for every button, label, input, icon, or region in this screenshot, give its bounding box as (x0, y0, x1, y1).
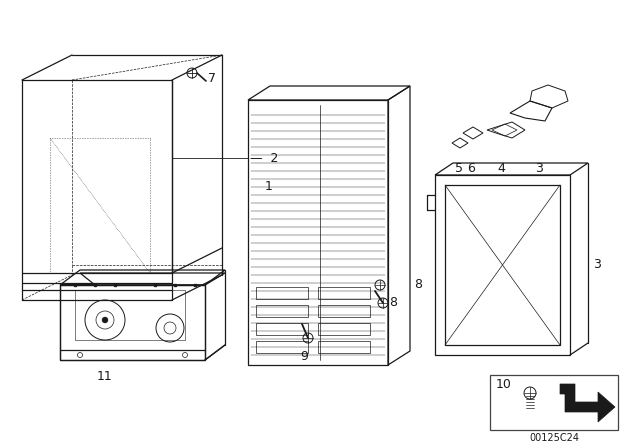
Text: 8: 8 (389, 297, 397, 310)
Text: 10: 10 (496, 379, 512, 392)
Text: 1: 1 (265, 180, 273, 193)
Bar (256, 305, 308, 317)
Text: 6: 6 (467, 161, 475, 175)
Text: 00125C24: 00125C24 (529, 433, 579, 443)
Circle shape (102, 317, 108, 323)
Polygon shape (560, 384, 615, 422)
Bar (256, 287, 308, 299)
Text: —  2: — 2 (250, 151, 278, 164)
Text: 3: 3 (593, 258, 601, 271)
Bar (318, 341, 370, 353)
Text: 3: 3 (535, 161, 543, 175)
Bar (256, 341, 308, 353)
Bar (318, 287, 370, 299)
Text: 9: 9 (300, 349, 308, 362)
Text: 7: 7 (208, 72, 216, 85)
Bar (318, 305, 370, 317)
Text: 8: 8 (414, 279, 422, 292)
Text: 4: 4 (497, 161, 505, 175)
Text: 11: 11 (97, 370, 113, 383)
Bar (256, 323, 308, 335)
Text: 5: 5 (455, 161, 463, 175)
Bar (318, 323, 370, 335)
Bar (490, 375, 618, 430)
